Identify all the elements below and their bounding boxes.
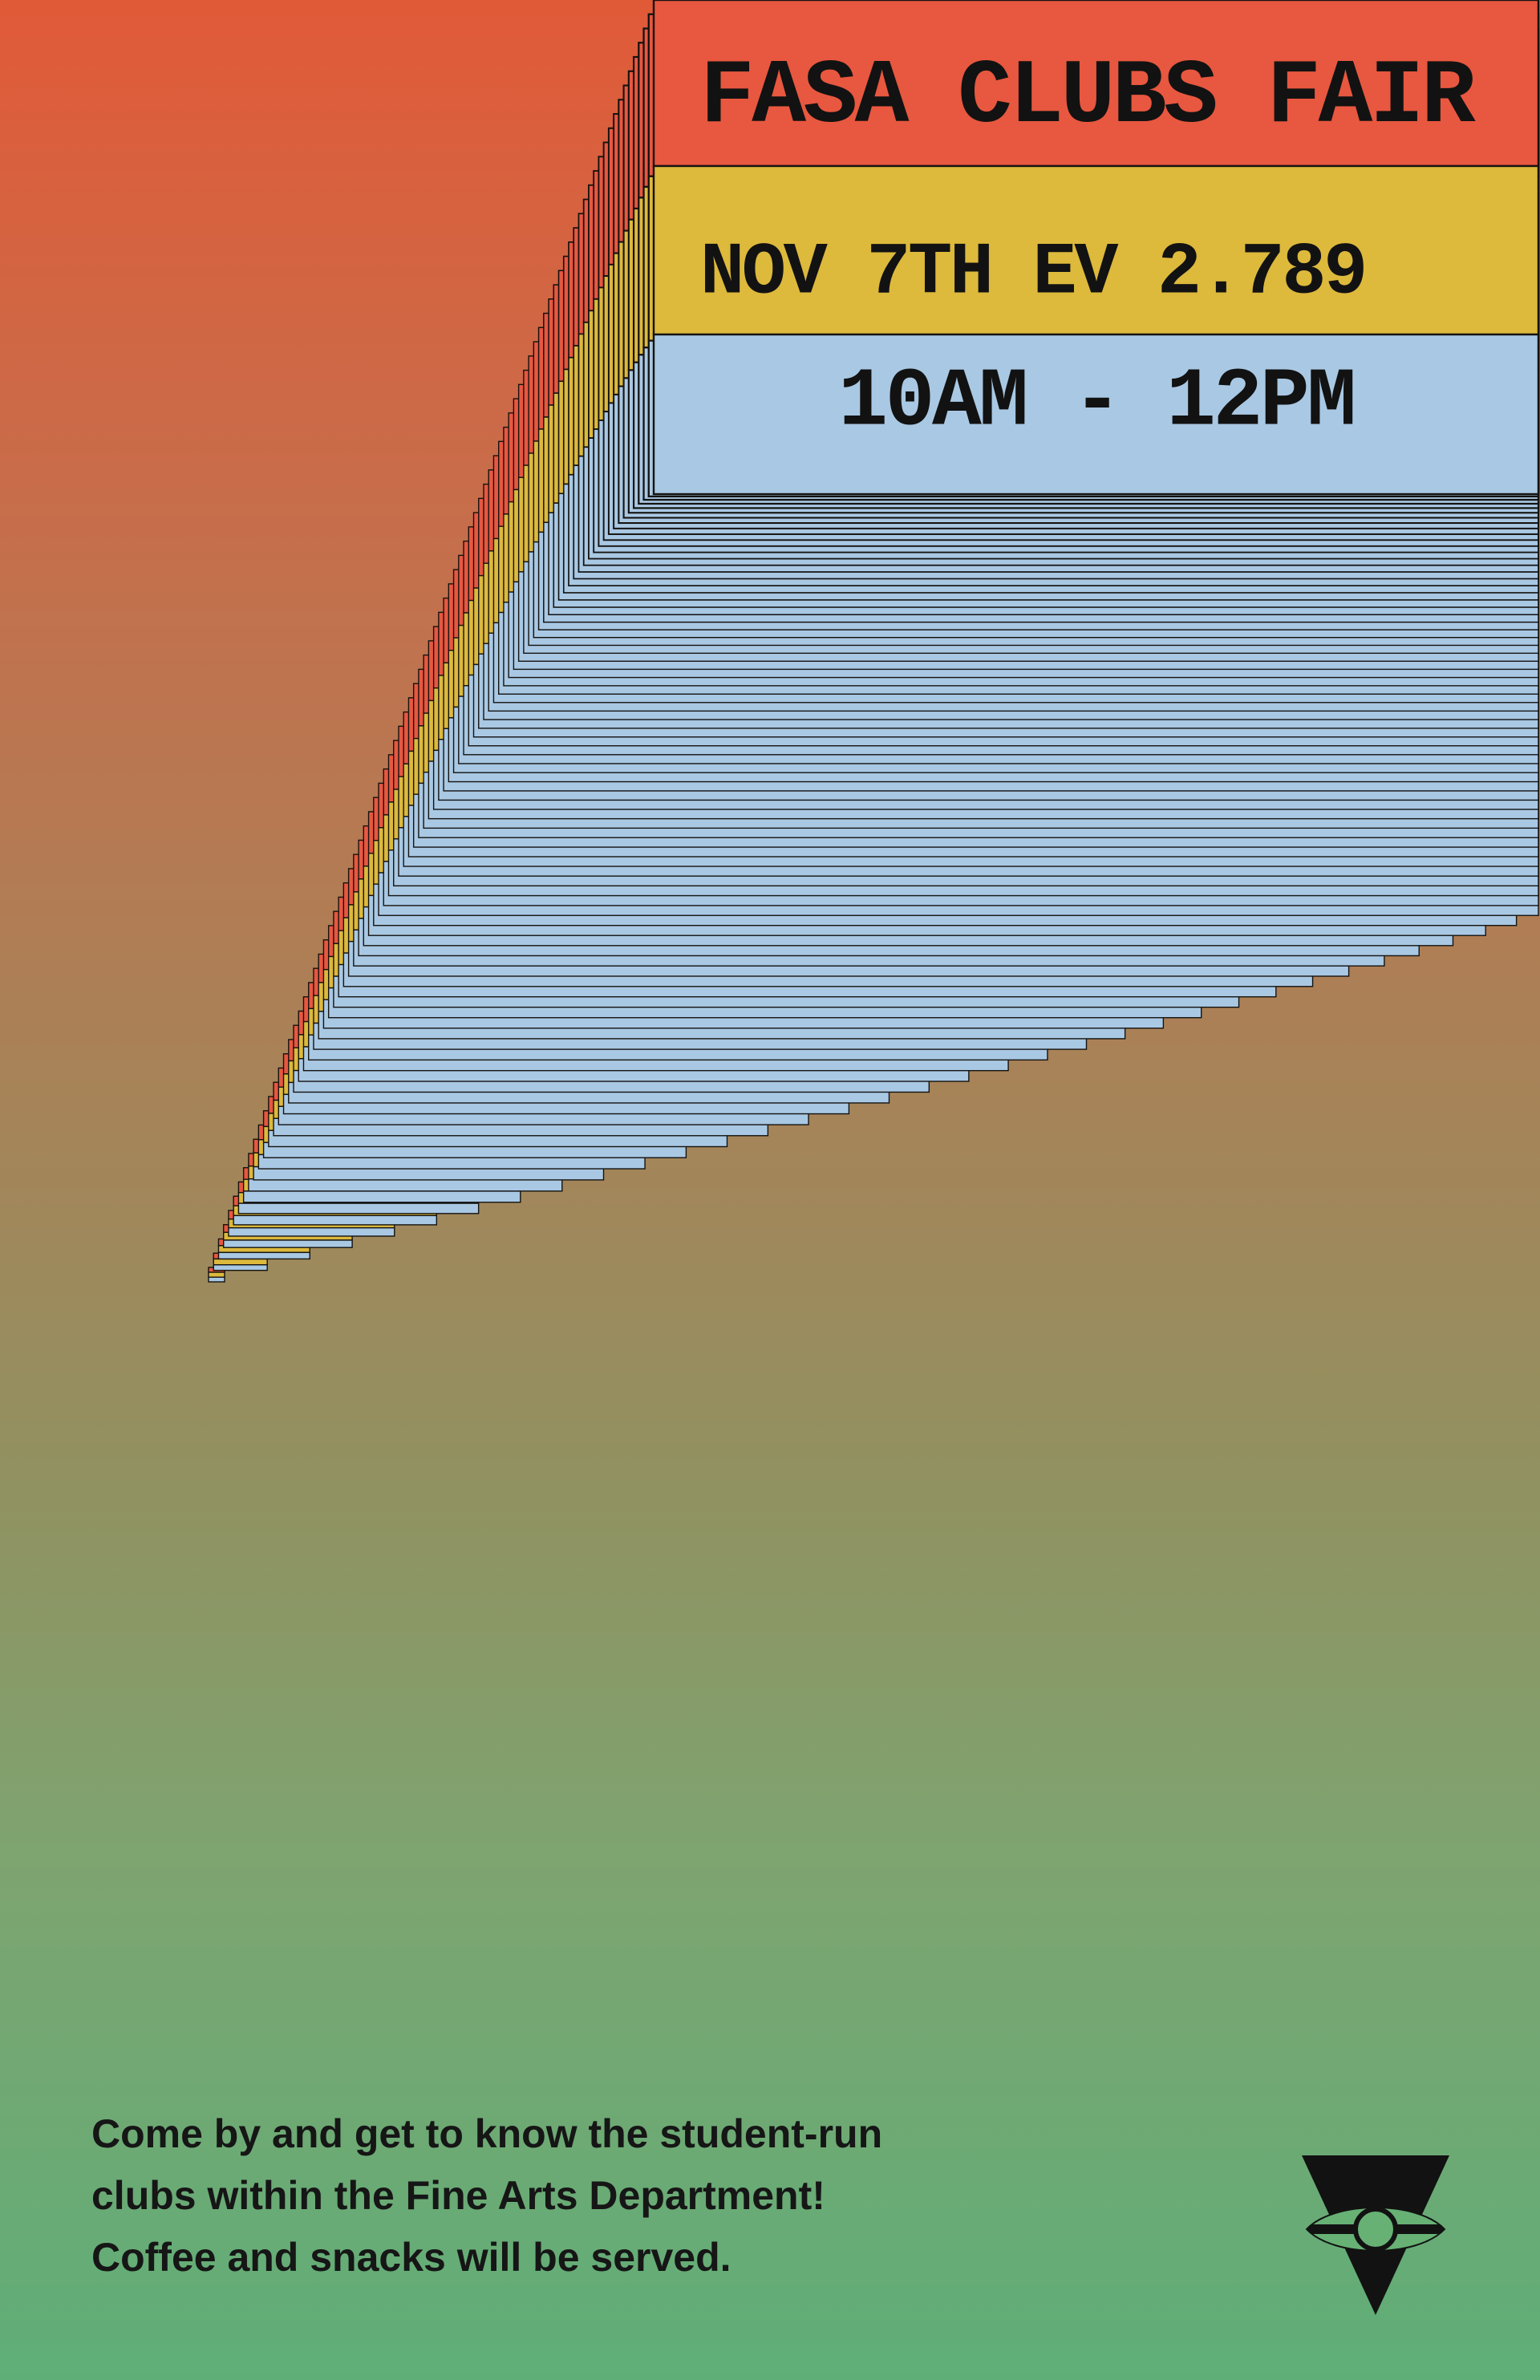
svg-text:10AM - 12PM: 10AM - 12PM <box>838 355 1354 448</box>
svg-text:NOV 7TH EV 2.789: NOV 7TH EV 2.789 <box>700 231 1365 315</box>
svg-text:FASA CLUBS FAIR: FASA CLUBS FAIR <box>700 46 1476 148</box>
